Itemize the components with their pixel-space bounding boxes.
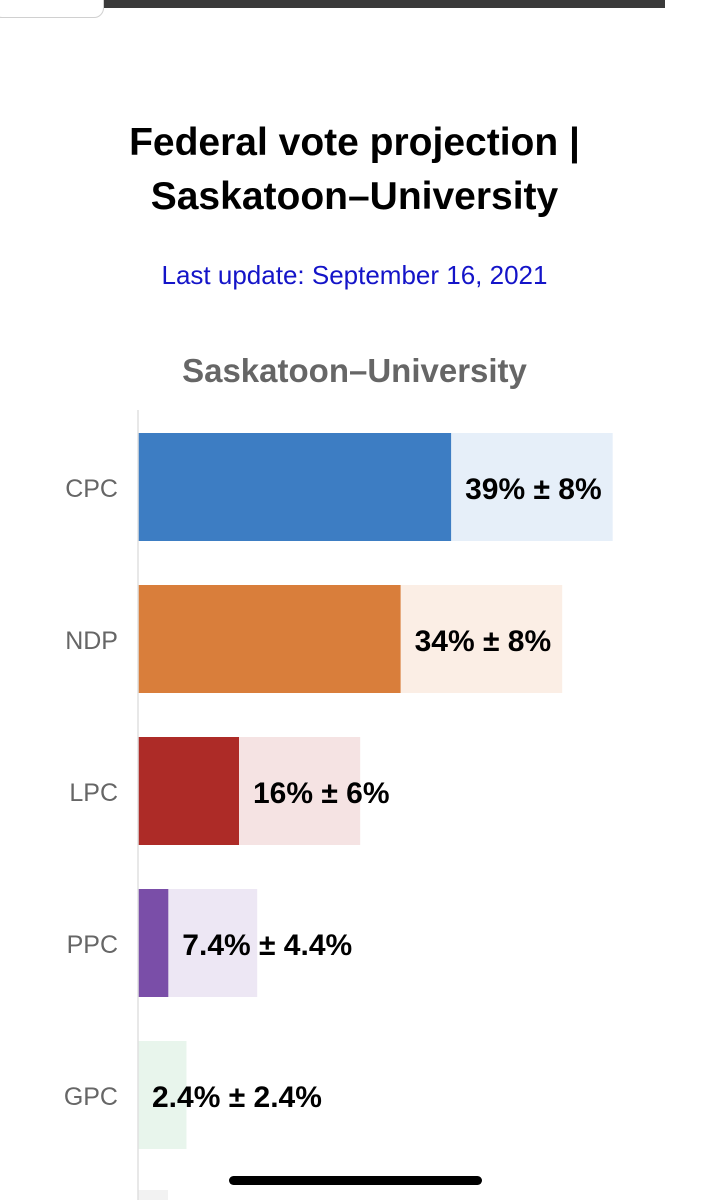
data-label-gpc: 2.4% ± 2.4% [152, 1081, 322, 1114]
chart-title: Saskatoon–University [182, 352, 527, 389]
page-title-line-1: Federal vote projection | [129, 121, 580, 164]
bar-stub-next [138, 1190, 168, 1200]
bar-lpc [138, 737, 239, 845]
category-label-cpc: CPC [65, 475, 118, 503]
data-label-ndp: 34% ± 8% [415, 625, 552, 658]
bar-ppc [138, 889, 169, 997]
data-label-ppc: 7.4% ± 4.4% [182, 929, 352, 962]
browser-tab[interactable] [0, 0, 104, 18]
bar-cpc [138, 433, 452, 541]
data-label-lpc: 16% ± 6% [253, 777, 390, 810]
bar-ndp [138, 585, 401, 693]
page-title-line-2: Saskatoon–University [150, 175, 559, 218]
last-update-link[interactable]: Last update: September 16, 2021 [161, 260, 548, 290]
category-label-gpc: GPC [64, 1083, 118, 1111]
range-band-gpc [138, 1041, 187, 1149]
category-label-ppc: PPC [67, 931, 118, 959]
data-label-cpc: 39% ± 8% [465, 473, 602, 506]
category-label-ndp: NDP [65, 627, 118, 655]
page-title: Federal vote projection | Saskatoon–Univ… [0, 116, 709, 224]
top-bar [103, 0, 665, 8]
category-label-lpc: LPC [69, 779, 118, 807]
home-indicator[interactable] [229, 1176, 482, 1185]
